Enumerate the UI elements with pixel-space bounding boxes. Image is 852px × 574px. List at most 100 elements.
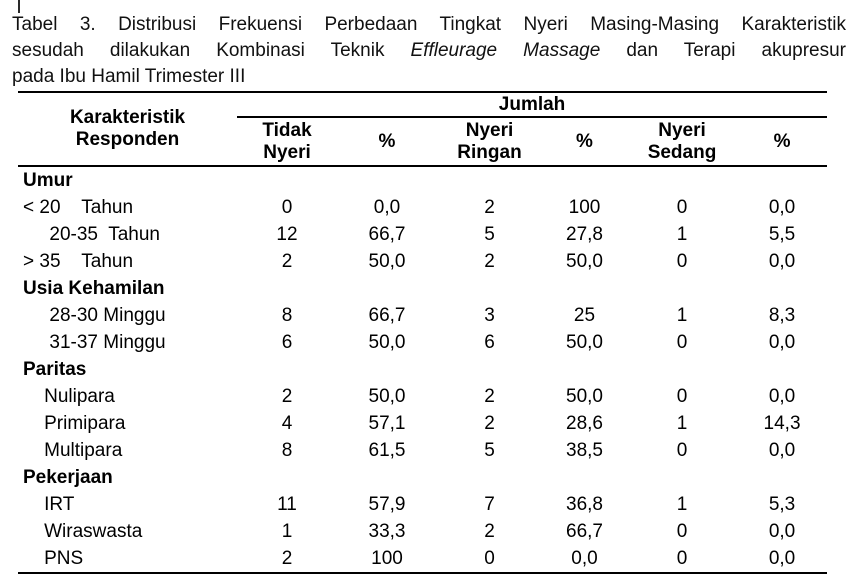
value-cell: 50,0 (566, 386, 603, 407)
value-cell: 66,7 (368, 224, 406, 245)
value-cell: 0 (676, 548, 688, 569)
value-cell: 57,9 (368, 494, 406, 515)
value-cell: 2 (281, 548, 293, 569)
value-cell: 7 (484, 494, 495, 515)
caption-line-1: Tabel 3. Distribusi Frekuensi Perbedaan … (12, 14, 846, 35)
value-cell: 2 (281, 251, 293, 272)
value-cell: 36,8 (566, 494, 603, 515)
value-cell: 61,5 (368, 440, 406, 461)
text-caret (18, 0, 20, 13)
value-cell: 0 (484, 548, 495, 569)
value-cell: 0 (676, 386, 688, 407)
value-cell: 6 (281, 332, 293, 353)
value-cell: 2 (484, 521, 495, 542)
table-row: 20-35 Tahun 12 66,7 5 27,8 1 5,5 (18, 221, 827, 248)
caption-line-2-suffix: dan Terapi akupresur (600, 40, 847, 61)
table-row: < 20 Tahun 0 0,0 2 100 0 0,0 (18, 194, 827, 221)
value-cell: 5 (484, 440, 495, 461)
value-cell: 5,3 (768, 494, 796, 515)
row-label: Primipara (23, 413, 126, 434)
section-row: Pekerjaan (18, 464, 827, 491)
row-label: 28-30 Minggu (23, 305, 166, 326)
value-cell: 66,7 (368, 305, 406, 326)
caption-line-2-italic-term: Effleurage Massage (410, 40, 601, 61)
section-label: Umur (23, 170, 73, 191)
header-percent-1: % (378, 130, 396, 152)
value-cell: 100 (568, 197, 601, 218)
value-cell: 1 (676, 413, 688, 434)
value-cell: 2 (484, 413, 495, 434)
value-cell: 50,0 (368, 332, 406, 353)
header-percent-3: % (773, 130, 791, 152)
row-label: PNS (23, 548, 84, 569)
caption-line-2-prefix: sesudah dilakukan Kombinasi Teknik (12, 40, 411, 61)
value-cell: 0,0 (768, 440, 796, 461)
table-row: IRT 11 57,9 7 36,8 1 5,3 (18, 491, 827, 518)
value-cell: 33,3 (368, 521, 406, 542)
value-cell: 2 (484, 386, 495, 407)
value-cell: 50,0 (566, 332, 603, 353)
header-tidak-nyeri: Tidak Nyeri (262, 119, 312, 163)
caption-line-2: sesudah dilakukan Kombinasi Teknik Effle… (12, 38, 846, 64)
value-cell: 14,3 (763, 413, 801, 434)
value-cell: 3 (484, 305, 495, 326)
table-row: PNS 2 100 0 0,0 0 0,0 (18, 545, 827, 573)
value-cell: 0 (676, 251, 688, 272)
row-label: Nulipara (23, 386, 115, 407)
frequency-table: Karakteristik Responden Jumlah Tidak Nye… (18, 91, 828, 574)
row-label: 20-35 Tahun (23, 224, 160, 245)
value-cell: 12 (276, 224, 298, 245)
value-cell: 0,0 (768, 521, 796, 542)
value-cell: 50,0 (566, 251, 603, 272)
value-cell: 8 (281, 305, 293, 326)
value-cell: 0 (676, 521, 688, 542)
value-cell: 8,3 (768, 305, 796, 326)
row-label: > 35 Tahun (23, 251, 134, 272)
table-row: > 35 Tahun 2 50,0 2 50,0 0 0,0 (18, 248, 827, 275)
value-cell: 2 (484, 251, 495, 272)
value-cell: 28,6 (566, 413, 603, 434)
value-cell: 25 (573, 305, 596, 326)
header-nyeri-sedang: Nyeri Sedang (647, 119, 717, 163)
table-row: 31-37 Minggu 6 50,0 6 50,0 0 0,0 (18, 329, 827, 356)
section-label: Pekerjaan (23, 467, 113, 488)
header-percent-2: % (576, 130, 593, 152)
value-cell: 8 (281, 440, 293, 461)
table-header: Karakteristik Responden Jumlah Tidak Nye… (18, 92, 828, 166)
value-cell: 0 (676, 197, 688, 218)
value-cell: 0,0 (768, 251, 796, 272)
value-cell: 0,0 (768, 197, 796, 218)
row-label: Multipara (23, 440, 123, 461)
value-cell: 6 (484, 332, 495, 353)
section-label: Paritas (23, 359, 87, 380)
value-cell: 0,0 (768, 386, 796, 407)
value-cell: 2 (484, 197, 495, 218)
value-cell: 0 (676, 332, 688, 353)
value-cell: 4 (281, 413, 293, 434)
value-cell: 100 (371, 548, 403, 569)
table-row: Nulipara 2 50,0 2 50,0 0 0,0 (18, 383, 827, 410)
value-cell: 50,0 (368, 251, 406, 272)
value-cell: 38,5 (566, 440, 603, 461)
row-label: 31-37 Minggu (23, 332, 166, 353)
table-row: Multipara 8 61,5 5 38,5 0 0,0 (18, 437, 827, 464)
header-group-jumlah: Jumlah (237, 92, 828, 118)
row-label: < 20 Tahun (23, 197, 134, 218)
value-cell: 1 (676, 224, 688, 245)
section-row: Paritas (18, 356, 827, 383)
value-cell: 11 (277, 494, 297, 515)
value-cell: 5 (484, 224, 495, 245)
value-cell: 0,0 (571, 548, 598, 569)
value-cell: 0,0 (373, 197, 401, 218)
table-row: Wiraswasta 1 33,3 2 66,7 0 0,0 (18, 518, 827, 545)
caption-line-3: pada Ibu Hamil Trimester III (12, 66, 246, 87)
value-cell: 0,0 (768, 548, 796, 569)
section-label: Usia Kehamilan (23, 278, 165, 299)
value-cell: 0 (281, 197, 293, 218)
value-cell: 0,0 (768, 332, 796, 353)
table-row: Primipara 4 57,1 2 28,6 1 14,3 (18, 410, 827, 437)
table-body: Umur < 20 Tahun 0 0,0 2 100 0 0,0 20-35 Tahun… (18, 166, 827, 573)
value-cell: 2 (281, 386, 293, 407)
table-row: 28-30 Minggu 8 66,7 3 25 1 8,3 (18, 302, 827, 329)
value-cell: 1 (281, 521, 293, 542)
